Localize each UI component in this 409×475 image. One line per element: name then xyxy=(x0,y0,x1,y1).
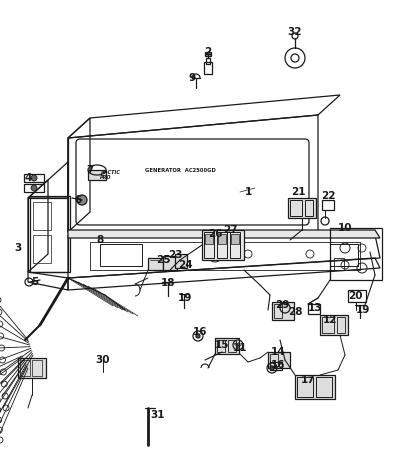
Bar xyxy=(30,196,70,272)
Bar xyxy=(205,234,213,244)
Text: 24: 24 xyxy=(178,260,192,270)
Bar xyxy=(205,52,211,56)
Bar xyxy=(100,244,142,266)
Bar xyxy=(295,375,335,399)
Text: 30: 30 xyxy=(96,355,110,365)
Bar xyxy=(305,200,313,216)
Bar xyxy=(270,362,282,370)
Circle shape xyxy=(77,195,87,205)
Bar xyxy=(322,317,334,333)
Bar xyxy=(272,302,294,320)
Bar xyxy=(202,230,244,260)
Bar xyxy=(268,352,290,368)
Bar xyxy=(320,315,348,335)
Text: 6: 6 xyxy=(74,195,82,205)
Circle shape xyxy=(196,334,200,338)
Text: 10: 10 xyxy=(338,223,352,233)
Bar xyxy=(316,377,332,397)
Text: 16: 16 xyxy=(193,327,207,337)
Text: 3: 3 xyxy=(14,243,22,253)
Bar xyxy=(334,258,344,270)
Text: 28: 28 xyxy=(288,307,302,317)
Bar xyxy=(163,256,177,270)
Text: 22: 22 xyxy=(321,191,335,201)
Text: 2: 2 xyxy=(204,47,211,57)
Text: 20: 20 xyxy=(348,291,362,301)
Bar xyxy=(330,244,358,266)
Bar xyxy=(337,317,345,333)
Text: 7: 7 xyxy=(86,165,94,175)
Bar xyxy=(24,184,44,192)
Circle shape xyxy=(31,175,37,181)
Text: 23: 23 xyxy=(168,250,182,260)
Bar xyxy=(230,232,240,258)
Bar xyxy=(270,354,278,366)
Bar xyxy=(308,304,320,314)
Bar xyxy=(322,200,334,210)
Bar xyxy=(290,200,302,216)
Text: 25: 25 xyxy=(156,255,170,265)
Text: 12: 12 xyxy=(323,315,337,325)
Text: 1: 1 xyxy=(244,187,252,197)
Text: 5: 5 xyxy=(31,277,38,287)
Text: 18: 18 xyxy=(161,278,175,288)
Text: 29: 29 xyxy=(275,300,289,310)
Text: 8: 8 xyxy=(97,235,103,245)
Bar xyxy=(217,232,227,258)
Text: 21: 21 xyxy=(291,187,305,197)
Text: 19: 19 xyxy=(356,305,370,315)
Bar xyxy=(204,62,212,74)
Text: 32: 32 xyxy=(288,27,302,37)
Bar xyxy=(330,228,382,280)
Bar xyxy=(217,340,225,352)
Text: 4: 4 xyxy=(24,173,31,183)
Bar xyxy=(24,174,44,182)
Bar xyxy=(90,242,360,270)
Bar xyxy=(206,58,210,64)
Bar xyxy=(228,340,236,352)
Bar xyxy=(215,338,239,354)
Circle shape xyxy=(31,185,37,191)
Bar xyxy=(204,232,214,258)
Bar xyxy=(297,377,313,397)
Text: 15: 15 xyxy=(215,340,229,350)
Text: 31: 31 xyxy=(151,410,165,420)
Bar xyxy=(18,358,46,378)
Polygon shape xyxy=(68,230,380,238)
Bar xyxy=(288,198,316,218)
Bar xyxy=(33,235,51,263)
Bar xyxy=(88,170,106,180)
Bar xyxy=(32,360,42,376)
Text: 17: 17 xyxy=(301,375,315,385)
Bar xyxy=(175,254,187,268)
Text: GENERATOR  AC2500GD: GENERATOR AC2500GD xyxy=(145,168,216,172)
Bar xyxy=(20,360,30,376)
Text: 16: 16 xyxy=(271,360,285,370)
Text: ARCTIC
PRO: ARCTIC PRO xyxy=(100,170,120,180)
Bar xyxy=(348,290,366,302)
Text: 13: 13 xyxy=(308,303,322,313)
Bar xyxy=(274,304,282,318)
Circle shape xyxy=(270,366,274,370)
Text: 19: 19 xyxy=(178,293,192,303)
Bar xyxy=(218,234,226,244)
Text: 9: 9 xyxy=(189,73,196,83)
Text: 11: 11 xyxy=(233,343,247,353)
Text: 27: 27 xyxy=(222,225,237,235)
Bar xyxy=(33,202,51,230)
Bar xyxy=(148,258,163,270)
Text: 26: 26 xyxy=(208,229,222,239)
Bar xyxy=(231,234,239,244)
Text: 14: 14 xyxy=(271,347,285,357)
